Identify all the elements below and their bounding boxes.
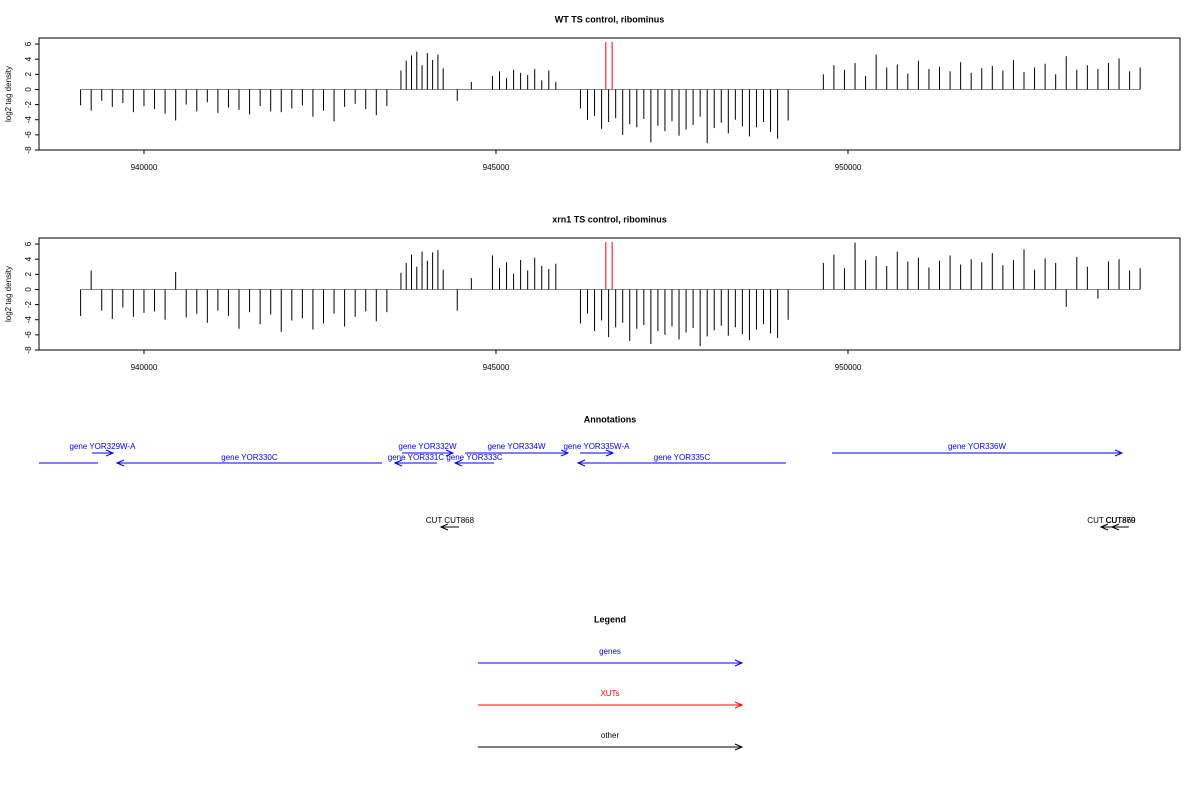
feature-label: CUT CUT868 [426,516,475,525]
feature-label: gene YOR333C [446,453,503,462]
y-tick-label: -6 [24,331,33,339]
feature-arrow-head [605,449,615,457]
feature-arrow-head [560,449,570,457]
feature-label: gene YOR329W-A [69,442,136,451]
feature-label: gene YOR335W-A [563,442,630,451]
y-tick-label: 0 [24,287,33,292]
feature-arrow-head [576,459,586,467]
y-tick-label: 4 [24,256,33,261]
legend-arrow-head [734,743,744,751]
y-tick-label: 4 [24,56,33,61]
feature-label: gene YOR331C [388,453,445,462]
chart-title: xrn1 TS control, ribominus [552,214,667,224]
feature-arrow-head [445,449,455,457]
feature-arrow-head [393,459,403,467]
y-tick-label: -4 [24,116,33,124]
feature-label: CUT870 [1106,516,1136,525]
x-tick-label: 950000 [835,363,862,372]
feature-arrow-head [453,459,463,467]
annotations-title: Annotations [584,414,637,424]
y-tick-label: 6 [24,241,33,246]
feature-label: gene YOR330C [221,453,278,462]
legend-label: XUTs [600,689,619,698]
feature-arrow-head [115,459,125,467]
x-tick-label: 950000 [835,163,862,172]
feature-arrow-head [105,449,115,457]
y-tick-label: -8 [24,346,33,354]
x-tick-label: 945000 [483,163,510,172]
feature-label: gene YOR335C [654,453,711,462]
y-tick-label: -2 [24,100,33,108]
y-tick-label: -2 [24,300,33,308]
y-tick-label: -6 [24,131,33,139]
y-axis-label: log2 tag density [4,266,13,322]
legend-label: other [601,731,620,740]
y-tick-label: -4 [24,316,33,324]
y-tick-label: 6 [24,41,33,46]
feature-label: gene YOR336W [948,442,1007,451]
feature-label: CUT CUT869 [1087,516,1136,525]
x-tick-label: 940000 [131,363,158,372]
y-tick-label: 2 [24,272,33,277]
feature-arrow-head [1114,449,1124,457]
plot-frame [38,237,1181,351]
y-tick-label: 0 [24,87,33,92]
plot-frame [38,37,1181,151]
x-tick-label: 940000 [131,163,158,172]
legend-title: Legend [594,614,626,624]
feature-arrow-head [1099,523,1109,531]
x-tick-label: 945000 [483,363,510,372]
y-tick-label: 2 [24,72,33,77]
chart-title: WT TS control, ribominus [555,14,665,24]
y-tick-label: -8 [24,146,33,154]
legend-label: genes [599,647,621,656]
feature-label: gene YOR332W [398,442,457,451]
y-axis-label: log2 tag density [4,66,13,122]
feature-arrow-head [1110,523,1120,531]
feature-arrow-head [439,523,449,531]
legend-arrow-head [734,659,744,667]
feature-label: gene YOR334W [487,442,546,451]
legend-arrow-head [734,701,744,709]
